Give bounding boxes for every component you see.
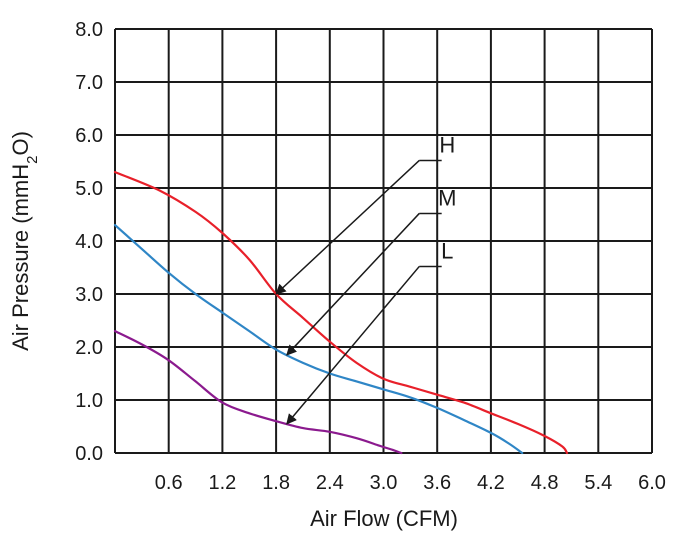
annotation-arrow-m [286,212,420,356]
annotations-group: H M L [275,132,456,425]
series-group [113,171,569,455]
annotation-label-l: L [441,238,453,263]
x-tick-label: 1.2 [208,472,236,494]
x-axis-label: Air Flow (CFM) [310,506,458,531]
y-axis-label: Air Pressure (mmH2O) [8,131,41,351]
x-tick-label: 0.6 [155,472,183,494]
y-tick-label: 3.0 [75,284,103,306]
series-line-m [113,224,524,455]
y-axis-label-tail: O) [8,131,33,155]
annotation-arrow-h [275,159,420,295]
series-line-l [113,330,403,455]
annotation-arrow-l [286,265,420,425]
x-tick-label: 4.2 [477,472,505,494]
grid [114,28,653,454]
tick-labels: 0.0 1.0 2.0 3.0 4.0 5.0 6.0 7.0 8.0 0.6 1.2 1.8 2.4 3… [75,19,666,494]
x-tick-label: 1.8 [262,472,290,494]
y-tick-label: 6.0 [75,125,103,147]
x-tick-label: 3.6 [423,472,451,494]
x-tick-label: 2.4 [316,472,344,494]
y-tick-label: 0.0 [75,443,103,465]
x-tick-label: 3.0 [370,472,398,494]
annotation-label-m: M [438,185,456,210]
y-tick-label: 7.0 [75,72,103,94]
y-axis-label-main: Air Pressure (mmH [8,164,33,351]
x-tick-label: 5.4 [584,472,612,494]
x-tick-label: 6.0 [638,472,666,494]
x-tick-label: 4.8 [531,472,559,494]
y-axis-label-subscript: 2 [24,156,41,164]
y-tick-label: 8.0 [75,19,103,41]
annotation-label-h: H [439,132,455,157]
y-tick-label: 5.0 [75,178,103,200]
series-line-h [113,171,569,455]
y-tick-label: 4.0 [75,231,103,253]
y-tick-label: 2.0 [75,337,103,359]
y-tick-label: 1.0 [75,390,103,412]
